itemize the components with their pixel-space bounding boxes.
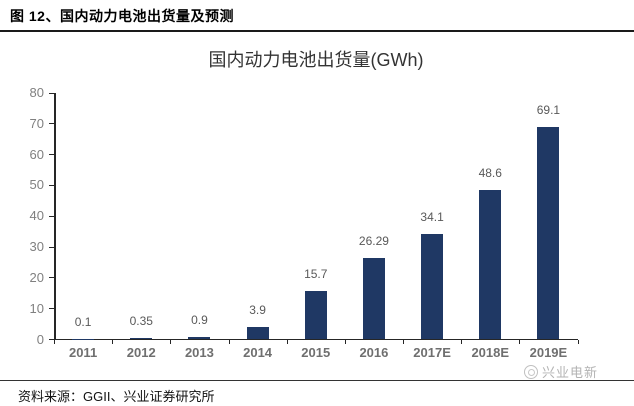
- y-tick: [49, 339, 54, 340]
- y-tick-label: 0: [36, 331, 44, 347]
- x-tick: [286, 339, 288, 344]
- y-tick: [49, 308, 54, 310]
- bar-value-label: 0.9: [191, 312, 208, 327]
- x-tick-label: 2019E: [529, 345, 568, 360]
- x-tick: [54, 339, 55, 344]
- x-tick-label: 2018E: [471, 345, 510, 360]
- watermark-label: 兴业电新: [542, 365, 599, 380]
- bar-value-label: 3.9: [249, 303, 266, 318]
- bar-value-label: 0.35: [129, 314, 153, 329]
- x-tick-label: 2011: [68, 345, 98, 360]
- bar-2017E: [421, 234, 444, 340]
- x-tick-label: 2013: [184, 345, 214, 360]
- y-tick: [49, 246, 54, 248]
- x-tick-label: 2014: [243, 345, 273, 360]
- source-note: 资料来源：GGII、兴业证券研究所: [18, 389, 215, 404]
- y-tick: [49, 215, 54, 217]
- chart-title: 国内动力电池出货量(GWh): [208, 50, 424, 70]
- y-tick-label: 10: [29, 300, 44, 316]
- figure-caption: 图 12、国内动力电池出货量及预测: [10, 8, 234, 24]
- y-tick: [49, 277, 54, 279]
- bar-2018E: [479, 189, 502, 340]
- x-tick: [112, 339, 114, 344]
- y-tick-label: 40: [29, 208, 44, 224]
- x-tick-label: 2012: [126, 345, 156, 360]
- bar-2014: [246, 327, 269, 340]
- bar-value-label: 0.1: [74, 315, 92, 330]
- x-tick-label: 2017E: [413, 345, 451, 360]
- x-tick: [519, 339, 521, 344]
- bar-value-label: 15.7: [304, 267, 328, 282]
- y-tick: [49, 184, 54, 186]
- x-tick: [577, 339, 579, 344]
- bar-2012: [130, 338, 153, 340]
- y-axis-line: [54, 93, 56, 340]
- bar-2015: [304, 291, 327, 340]
- footer-divider: [0, 380, 634, 381]
- x-tick: [403, 339, 404, 344]
- y-tick-label: 80: [29, 85, 44, 100]
- y-tick: [49, 92, 54, 94]
- y-tick-label: 30: [29, 239, 44, 255]
- y-tick: [49, 123, 54, 125]
- x-tick: [228, 339, 230, 344]
- x-tick: [170, 339, 172, 344]
- bar-2019E: [537, 126, 560, 340]
- xingye-logo-icon: [524, 364, 538, 379]
- y-tick-label: 70: [29, 115, 44, 131]
- header-divider: [0, 30, 634, 32]
- y-tick-label: 20: [29, 269, 44, 285]
- bar-value-label: 34.1: [420, 210, 444, 225]
- bar-2013: [188, 336, 211, 340]
- bar-value-label: 48.6: [478, 165, 502, 180]
- watermark: 兴业电新: [524, 363, 598, 380]
- bar-value-label: 69.1: [536, 102, 561, 117]
- y-tick: [49, 154, 54, 156]
- y-tick-label: 50: [29, 177, 44, 193]
- x-tick-label: 2015: [301, 345, 331, 360]
- x-tick: [344, 339, 346, 344]
- bar-2016: [362, 258, 385, 340]
- x-tick: [461, 339, 463, 344]
- y-tick-label: 60: [29, 146, 44, 162]
- bar-value-label: 26.29: [358, 234, 389, 249]
- x-tick-label: 2016: [359, 345, 389, 360]
